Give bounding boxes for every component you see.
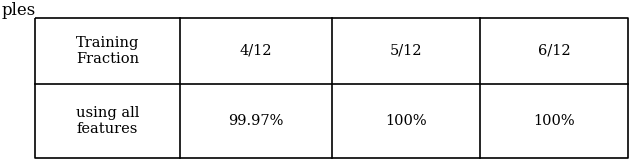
Bar xyxy=(480,84,628,158)
Text: 6/12: 6/12 xyxy=(537,44,570,58)
Text: Training
Fraction: Training Fraction xyxy=(76,36,139,66)
Bar xyxy=(480,18,628,84)
Bar xyxy=(331,84,480,158)
Text: 99.97%: 99.97% xyxy=(228,114,284,128)
Bar xyxy=(180,84,331,158)
Bar xyxy=(35,18,180,84)
Text: 100%: 100% xyxy=(385,114,426,128)
Bar xyxy=(35,84,180,158)
Text: 4/12: 4/12 xyxy=(240,44,272,58)
Bar xyxy=(331,18,480,84)
Bar xyxy=(180,18,331,84)
Text: ples: ples xyxy=(2,2,36,19)
Text: using all
features: using all features xyxy=(76,106,139,136)
Text: 5/12: 5/12 xyxy=(389,44,422,58)
Text: 100%: 100% xyxy=(533,114,575,128)
